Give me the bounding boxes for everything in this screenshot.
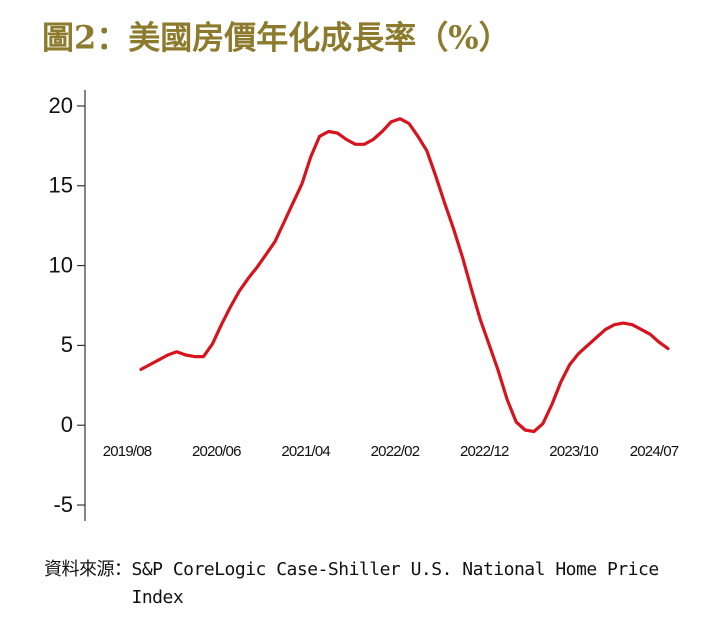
x-tick-label: 2021/04 <box>281 443 330 460</box>
source: 資料來源： S&P CoreLogic Case-Shiller U.S. Na… <box>44 556 714 612</box>
chart-title: 圖2：美國房價年化成長率（%） <box>42 19 511 57</box>
y-tick-label: 5 <box>61 332 73 357</box>
y-tick-label: 15 <box>49 173 73 198</box>
y-tick-label: -5 <box>53 492 73 517</box>
data-line <box>139 117 670 434</box>
x-tick-label: 2024/07 <box>630 443 679 460</box>
chart: 圖2：美國房價年化成長率（%） -5 0 5 10 15 20 2019/08 2020/06… <box>42 19 680 521</box>
x-tick-label: 2022/02 <box>371 443 420 460</box>
y-tick-label: 10 <box>49 252 73 277</box>
y-tick-label: 20 <box>49 93 73 118</box>
source-text: S&P CoreLogic Case-Shiller U.S. National… <box>131 559 660 608</box>
x-tick-label: 2019/08 <box>103 443 152 460</box>
x-tick-label: 2020/06 <box>192 443 241 460</box>
x-tick-label: 2023/10 <box>549 443 598 460</box>
y-tick-label: 0 <box>61 412 73 437</box>
x-tick-label: 2022/12 <box>460 443 509 460</box>
source-label: 資料來源： <box>44 559 132 580</box>
